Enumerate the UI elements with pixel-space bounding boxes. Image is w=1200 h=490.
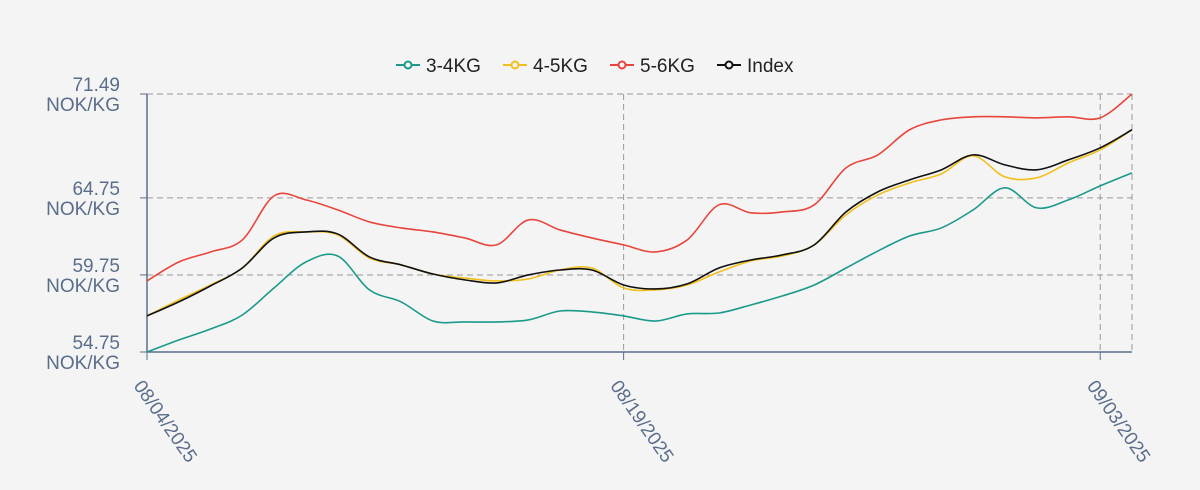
- series-line: [146, 93, 1133, 282]
- x-tick-label: 08/19/2025: [606, 377, 678, 467]
- legend-item: 3-4KG: [396, 56, 481, 77]
- x-tick-label: 08/04/2025: [129, 377, 201, 467]
- legend-item: 4-5KG: [503, 56, 588, 77]
- y-tick-label: 54.75 NOK/KG: [46, 333, 120, 374]
- legend-label: 5-6KG: [640, 56, 695, 77]
- legend-item: Index: [717, 56, 794, 77]
- y-tick-label: 64.75 NOK/KG: [46, 179, 120, 220]
- legend-label: 3-4KG: [426, 56, 481, 77]
- legend-marker: [724, 60, 734, 70]
- legend-label: Index: [747, 56, 794, 77]
- legend-marker: [617, 60, 627, 70]
- series-line: [146, 129, 1133, 317]
- series-line: [146, 172, 1133, 353]
- y-tick-label: 71.49 NOK/KG: [46, 75, 120, 116]
- legend-marker: [403, 60, 413, 70]
- legend-item: 5-6KG: [610, 56, 695, 77]
- x-tick-label: 09/03/2025: [1082, 377, 1154, 467]
- legend-marker: [510, 60, 520, 70]
- legend-label: 4-5KG: [533, 56, 588, 77]
- y-tick-label: 59.75 NOK/KG: [46, 256, 120, 297]
